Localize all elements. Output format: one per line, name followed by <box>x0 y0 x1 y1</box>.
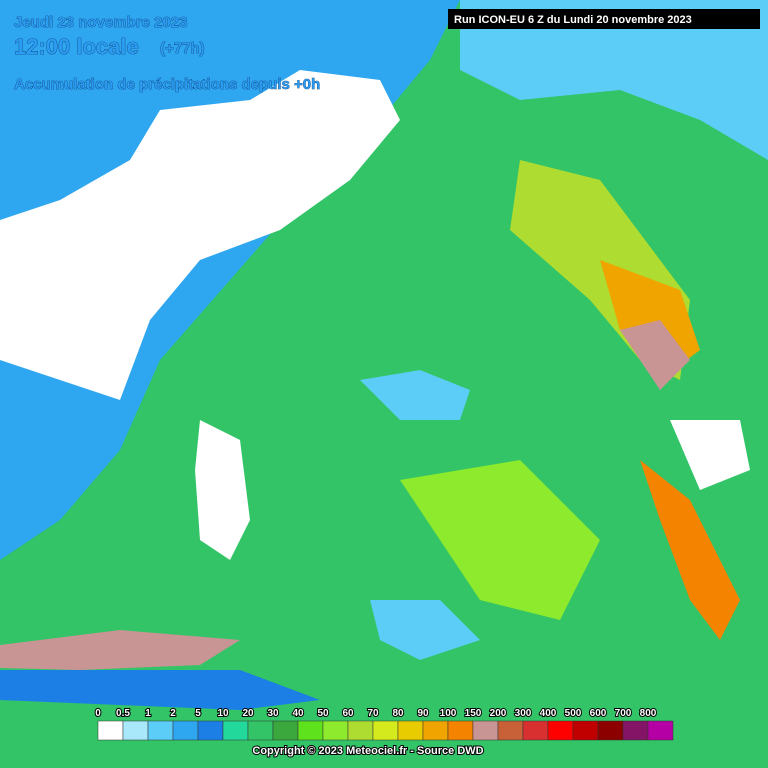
legend-label: 800 <box>640 708 657 719</box>
copyright: Copyright © 2023 Meteociel.fr - Source D… <box>252 745 483 757</box>
legend-label: 20 <box>242 708 254 719</box>
run-label: Run ICON-EU 6 Z du Lundi 20 novembre 202… <box>454 14 692 26</box>
legend-label: 2 <box>170 708 176 719</box>
legend-swatch <box>472 720 499 741</box>
legend-label: 1 <box>145 708 151 719</box>
legend-swatch <box>247 720 274 741</box>
legend-swatch <box>297 720 324 741</box>
legend-label: 200 <box>490 708 507 719</box>
legend-swatch <box>272 720 299 741</box>
legend-swatch <box>122 720 149 741</box>
legend-label: 60 <box>342 708 354 719</box>
legend-label: 100 <box>440 708 457 719</box>
run-box <box>448 9 760 29</box>
legend-swatch <box>197 720 224 741</box>
legend-label: 70 <box>367 708 379 719</box>
legend-label: 50 <box>317 708 329 719</box>
legend-swatch <box>397 720 424 741</box>
legend-label: 5 <box>195 708 201 719</box>
legend-swatch <box>372 720 399 741</box>
legend-swatch <box>447 720 474 741</box>
legend-swatch <box>97 720 124 741</box>
legend: 0 0.5 1 2 5 10 20 30 40 50 60 70 80 90 100 150 200 300 400… <box>94 707 674 741</box>
legend-swatch <box>522 720 549 741</box>
legend-label: 500 <box>565 708 582 719</box>
legend-label: 0 <box>95 708 101 719</box>
legend-swatch <box>622 720 649 741</box>
legend-swatch <box>322 720 349 741</box>
legend-swatch <box>147 720 174 741</box>
legend-swatch <box>222 720 249 741</box>
legend-swatch <box>172 720 199 741</box>
legend-label: 700 <box>615 708 632 719</box>
legend-swatch <box>597 720 624 741</box>
offset: (+77h) <box>160 40 205 57</box>
legend-label: 300 <box>515 708 532 719</box>
legend-label: 400 <box>540 708 557 719</box>
legend-label: 600 <box>590 708 607 719</box>
legend-label: 90 <box>417 708 429 719</box>
legend-label: 150 <box>465 708 482 719</box>
legend-swatch <box>547 720 574 741</box>
time: 12:00 locale <box>14 34 139 59</box>
legend-swatch <box>647 720 674 741</box>
legend-swatch <box>347 720 374 741</box>
legend-swatch <box>422 720 449 741</box>
legend-label: 10 <box>217 708 229 719</box>
subtitle: Accumulation de précipitations depuis +0… <box>14 76 320 93</box>
legend-label: 0.5 <box>116 708 130 719</box>
legend-label: 30 <box>267 708 279 719</box>
date: Jeudi 23 novembre 2023 <box>14 14 187 31</box>
legend-label: 80 <box>392 708 404 719</box>
legend-swatch <box>497 720 524 741</box>
legend-swatch <box>572 720 599 741</box>
legend-label: 40 <box>292 708 304 719</box>
